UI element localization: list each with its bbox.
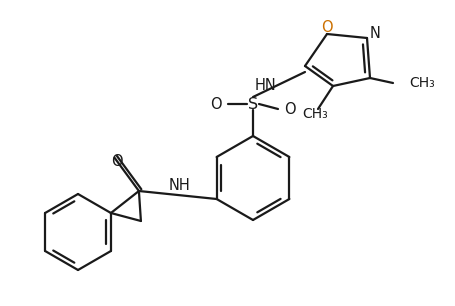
Text: O: O [111, 154, 123, 169]
Text: S: S [248, 96, 258, 111]
Text: O: O [321, 20, 333, 35]
Text: O: O [210, 96, 222, 111]
Text: CH₃: CH₃ [302, 107, 328, 121]
Text: N: N [369, 25, 380, 40]
Text: O: O [284, 102, 296, 117]
Text: CH₃: CH₃ [409, 76, 435, 90]
Text: HN: HN [254, 77, 276, 92]
Text: NH: NH [169, 177, 191, 192]
